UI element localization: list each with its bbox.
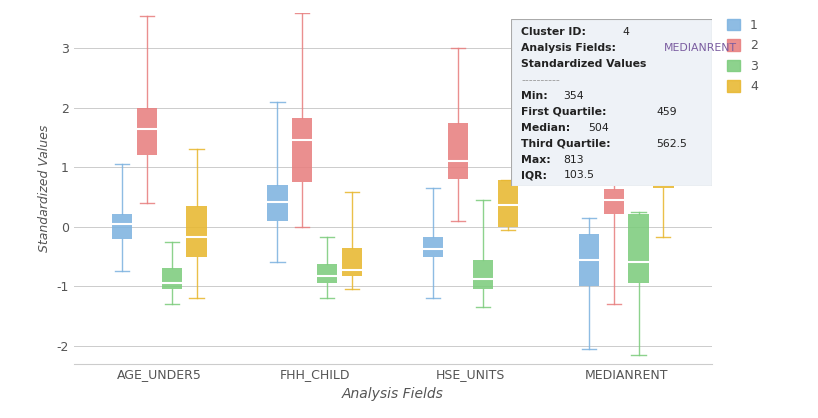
Text: 562.5: 562.5 bbox=[656, 139, 687, 149]
Legend: 1, 2, 3, 4: 1, 2, 3, 4 bbox=[727, 19, 757, 93]
Bar bbox=[267, 185, 288, 221]
Text: Median:: Median: bbox=[521, 123, 574, 133]
Text: Max:: Max: bbox=[521, 155, 555, 165]
Bar bbox=[137, 108, 157, 155]
Bar bbox=[187, 206, 207, 257]
Bar bbox=[578, 234, 599, 286]
Bar bbox=[654, 149, 673, 188]
Text: Cluster ID:: Cluster ID: bbox=[521, 27, 590, 37]
Bar bbox=[342, 247, 362, 275]
Bar bbox=[497, 180, 518, 227]
Text: IQR:: IQR: bbox=[521, 171, 551, 181]
Bar bbox=[112, 214, 132, 239]
Y-axis label: Standardized Values: Standardized Values bbox=[38, 125, 51, 252]
Text: Standardized Values: Standardized Values bbox=[521, 59, 647, 69]
Text: 103.5: 103.5 bbox=[564, 171, 595, 181]
Text: ----------: ---------- bbox=[521, 75, 560, 85]
Text: 459: 459 bbox=[656, 107, 676, 117]
Text: MEDIANRENT: MEDIANRENT bbox=[664, 43, 737, 53]
X-axis label: Analysis Fields: Analysis Fields bbox=[342, 387, 443, 401]
Text: Min:: Min: bbox=[521, 91, 552, 101]
Bar bbox=[448, 122, 468, 179]
FancyBboxPatch shape bbox=[511, 19, 712, 186]
Bar bbox=[423, 237, 443, 257]
Bar bbox=[161, 268, 182, 289]
Bar bbox=[604, 189, 624, 214]
Text: 813: 813 bbox=[564, 155, 584, 165]
Text: Third Quartile:: Third Quartile: bbox=[521, 139, 614, 149]
Bar bbox=[473, 260, 493, 289]
Text: First Quartile:: First Quartile: bbox=[521, 107, 610, 117]
Text: Analysis Fields:: Analysis Fields: bbox=[521, 43, 620, 53]
Text: 4: 4 bbox=[622, 27, 629, 37]
Bar bbox=[317, 264, 337, 283]
Bar bbox=[292, 118, 312, 182]
Bar bbox=[628, 214, 649, 283]
Text: 354: 354 bbox=[564, 91, 584, 101]
Text: 504: 504 bbox=[589, 123, 609, 133]
